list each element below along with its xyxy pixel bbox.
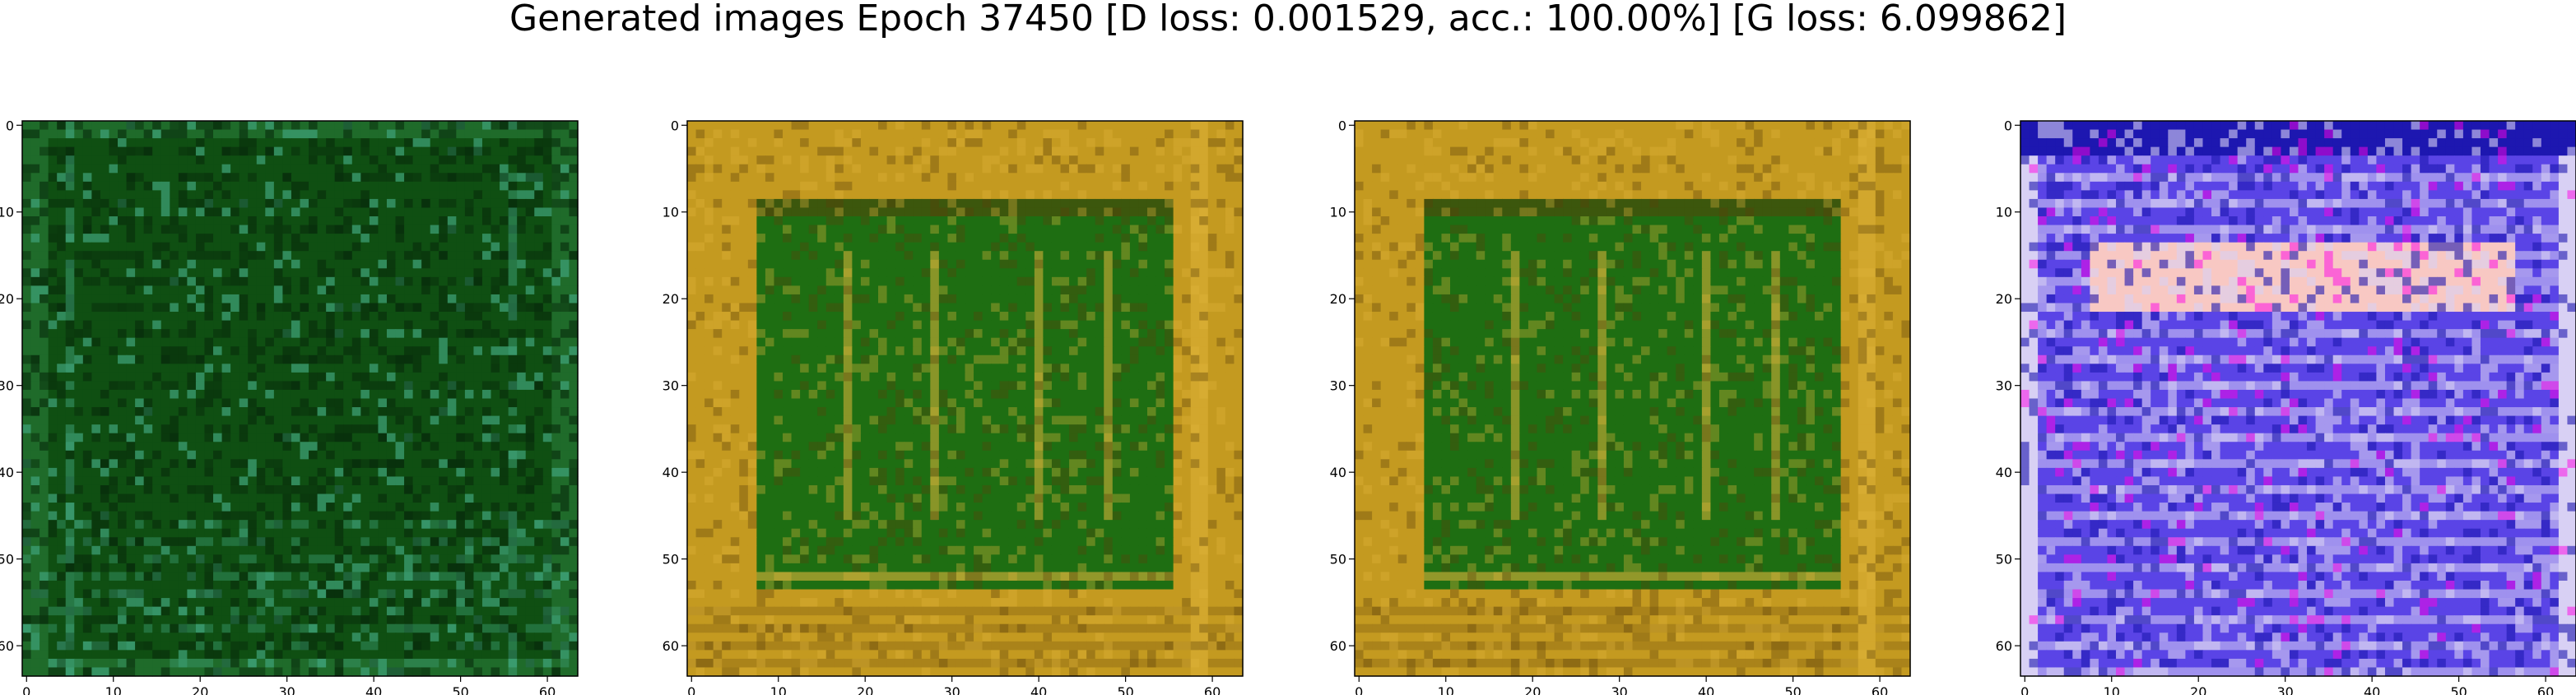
generated-image-1 (22, 121, 579, 677)
x-tick-label: 0 (687, 684, 695, 695)
generated-image-3 (1355, 121, 1911, 677)
y-tick-label: 60 (663, 638, 679, 654)
x-tick-label: 60 (1872, 684, 1888, 695)
x-tick-label: 0 (2020, 684, 2029, 695)
axes-frame (22, 121, 578, 676)
x-tick-label: 40 (365, 684, 382, 695)
x-tick-label: 40 (2364, 684, 2380, 695)
y-tick-label: 50 (0, 552, 14, 568)
axes-frame (2020, 121, 2576, 676)
axes-frame (687, 121, 1243, 676)
figure-title: Generated images Epoch 37450 [D loss: 0.… (0, 0, 2576, 38)
y-tick-label: 50 (663, 552, 679, 568)
x-tick-label: 40 (1030, 684, 1047, 695)
axes-frame (1355, 121, 1910, 676)
x-tick-label: 30 (944, 684, 960, 695)
x-tick-label: 0 (22, 684, 30, 695)
y-tick-label: 30 (0, 378, 14, 394)
y-tick-label: 0 (671, 118, 679, 133)
x-tick-label: 50 (2450, 684, 2467, 695)
x-tick-label: 60 (539, 684, 556, 695)
x-tick-label: 60 (2537, 684, 2554, 695)
y-tick-label: 40 (1996, 465, 2012, 480)
y-tick-label: 50 (1996, 552, 2012, 568)
y-tick-label: 10 (1330, 205, 1346, 220)
x-tick-label: 10 (2104, 684, 2120, 695)
y-tick-label: 60 (1996, 638, 2012, 654)
y-tick-label: 10 (1996, 205, 2012, 220)
x-tick-label: 10 (105, 684, 122, 695)
x-tick-label: 20 (2190, 684, 2206, 695)
x-tick-label: 50 (452, 684, 468, 695)
y-tick-label: 60 (1330, 638, 1346, 654)
x-tick-label: 20 (1524, 684, 1541, 695)
y-tick-label: 30 (1996, 378, 2012, 394)
x-tick-label: 20 (857, 684, 873, 695)
x-tick-label: 10 (1438, 684, 1454, 695)
y-tick-label: 20 (1996, 291, 2012, 307)
generated-image-4 (2020, 121, 2576, 677)
y-tick-label: 20 (0, 291, 14, 307)
y-tick-label: 20 (663, 291, 679, 307)
generated-image-2 (687, 121, 1244, 677)
y-tick-label: 40 (0, 465, 14, 480)
x-tick-label: 10 (770, 684, 787, 695)
x-tick-label: 30 (279, 684, 295, 695)
y-tick-label: 10 (663, 205, 679, 220)
y-tick-label: 60 (0, 638, 14, 654)
y-tick-label: 20 (1330, 291, 1346, 307)
y-tick-label: 50 (1330, 552, 1346, 568)
x-tick-label: 0 (1355, 684, 1363, 695)
y-tick-label: 30 (1330, 378, 1346, 394)
x-tick-label: 40 (1698, 684, 1714, 695)
y-tick-label: 30 (663, 378, 679, 394)
y-tick-label: 0 (6, 118, 14, 133)
x-tick-label: 30 (2277, 684, 2294, 695)
y-tick-label: 40 (1330, 465, 1346, 480)
x-tick-label: 20 (192, 684, 208, 695)
x-tick-label: 30 (1611, 684, 1628, 695)
y-tick-label: 0 (1338, 118, 1346, 133)
x-tick-label: 50 (1117, 684, 1133, 695)
y-tick-label: 10 (0, 205, 14, 220)
y-tick-label: 40 (663, 465, 679, 480)
y-tick-label: 0 (2004, 118, 2012, 133)
x-tick-label: 50 (1784, 684, 1801, 695)
x-tick-label: 60 (1204, 684, 1221, 695)
